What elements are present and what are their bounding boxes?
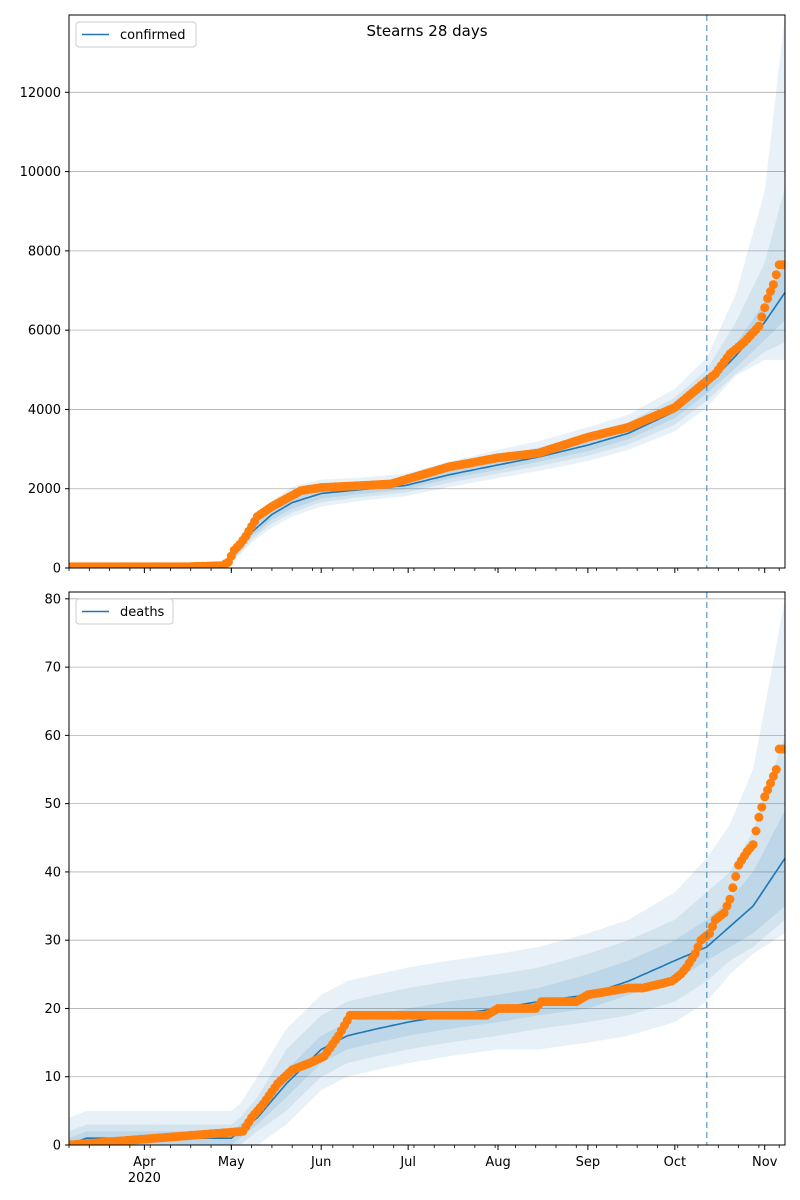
inner-confidence-band [69,810,785,1145]
x-tick-label: Aug [485,1155,510,1170]
chart-title: Stearns 28 days [366,22,487,40]
plot-area [69,15,785,568]
y-tick-label: 8000 [28,244,61,259]
observed-point [751,826,761,836]
legend-label: confirmed [120,28,186,43]
legend: confirmed [75,21,197,48]
y-tick-label: 10000 [20,165,61,180]
outer-confidence-band [69,598,785,1145]
x-tick-label: Jul [399,1155,416,1170]
y-tick-label: 30 [44,934,61,949]
y-tick-label: 0 [53,562,61,577]
observed-point [766,778,775,788]
y-tick-label: 12000 [20,86,61,101]
observed-point [763,293,773,303]
x-tick-label: Nov [752,1155,778,1170]
observed-point [757,802,767,812]
observed-point [754,812,764,822]
observed-point [768,771,778,781]
legend: deaths [75,598,174,625]
x-tick-label: Jun [310,1155,331,1170]
observed-point [768,280,778,290]
observed-point [693,942,703,952]
x-tick-label: May [218,1155,245,1170]
observed-point [754,321,764,331]
y-tick-label: 40 [44,865,61,880]
y-tick-label: 60 [44,729,61,744]
y-tick-label: 0 [53,1139,61,1154]
x-tick-sublabel: 2020 [128,1171,161,1186]
axes-frame [68,591,786,1146]
y-tick-label: 50 [44,797,61,812]
observed-point [690,949,700,959]
observed-point [780,260,785,270]
y-tick-label: 20 [44,1002,61,1017]
x-tick-label: Apr [133,1155,156,1170]
legend-box [75,21,197,48]
observed-point [771,765,781,774]
y-tick-label: 70 [44,661,61,676]
x-tick-label: Oct [664,1155,686,1170]
middle-confidence-band [69,735,785,1145]
observed-point [719,908,729,918]
observed-point [771,270,781,280]
model-median-line [69,292,785,568]
y-tick-label: 6000 [28,324,61,339]
legend-label: deaths [120,605,165,620]
y-tick-label: 4000 [28,403,61,418]
observed-point [748,840,758,850]
y-tick-label: 80 [44,592,61,607]
x-tick-label: Sep [576,1155,601,1170]
observed-point [722,901,732,911]
confirmed-panel: 0 2000 4000 6000 8000 10000 12000 Stearns 28 da… [20,14,786,577]
observed-point [760,303,770,313]
observed-point [757,312,767,322]
observed-point [780,744,785,754]
observed-point [728,883,738,893]
middle-confidence-band [69,187,785,568]
y-tick-label: 10 [44,1070,61,1085]
legend-box [75,598,174,625]
observed-point [731,872,741,881]
plot-area [69,592,785,1145]
observed-point [763,785,773,795]
axes-frame [68,14,786,569]
observed-point [760,792,770,802]
y-tick-label: 2000 [28,482,61,497]
observed-point [708,922,717,931]
inner-confidence-band [69,262,785,567]
observed-point [766,287,775,296]
observed-point [725,894,735,904]
